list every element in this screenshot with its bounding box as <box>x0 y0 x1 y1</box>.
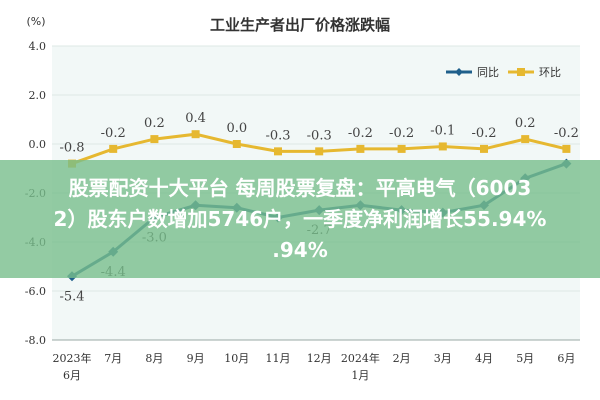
x-tick-label: 7月 <box>104 352 122 365</box>
x-tick-label: 10月 <box>224 352 249 365</box>
data-label: -5.4 <box>59 289 84 304</box>
y-tick-label: -8.0 <box>25 334 46 347</box>
data-point <box>397 144 406 153</box>
data-point <box>315 147 324 156</box>
data-label: -0.2 <box>389 126 414 141</box>
data-point <box>480 144 488 153</box>
data-label: -0.2 <box>348 126 373 141</box>
legend-label: 同比 <box>477 66 499 79</box>
data-point <box>150 135 159 144</box>
x-tick-label: 2月 <box>393 352 411 365</box>
data-label: 0.4 <box>185 111 206 126</box>
data-point <box>109 144 118 153</box>
data-label: -0.2 <box>471 126 496 141</box>
data-label: 0.0 <box>226 121 247 136</box>
legend-marker <box>455 68 463 76</box>
data-label: -0.2 <box>554 126 579 141</box>
data-point <box>438 142 447 151</box>
data-label: -0.2 <box>101 126 126 141</box>
data-point <box>232 140 241 148</box>
data-labels: -5.4-4.4-3.0-2.7-0.8-0.20.20.40.0-0.3-0.… <box>59 111 578 304</box>
x-tick-label: 11月 <box>266 352 291 365</box>
legend-label: 环比 <box>539 66 561 79</box>
x-tick-label: 4月 <box>475 352 493 365</box>
x-axis-ticks: 2023年 6月 7月 8月 9月 10月 11月 12月 2024年 1月 2月 3月 4月 5月 6月 <box>53 351 576 382</box>
data-label: -0.3 <box>307 128 332 143</box>
news-headline-overlay[interactable]: 股票配资十大平台 每周股票复盘：平高电气（6003 2）股东户数增加5746户，… <box>0 160 600 278</box>
y-tick-label: -6.0 <box>25 285 46 298</box>
x-tick-label: 8月 <box>145 352 163 365</box>
chart-title: 工业生产者出厂价格涨跌幅 <box>210 16 390 34</box>
y-tick-label: 0.0 <box>29 138 47 151</box>
overlay-line-1: 股票配资十大平台 每周股票复盘：平高电气（6003 <box>68 175 532 200</box>
y-tick-label: 4.0 <box>29 40 47 53</box>
data-point <box>274 147 282 156</box>
data-label: -0.8 <box>59 141 84 156</box>
data-point <box>562 144 571 153</box>
data-point <box>521 135 530 144</box>
x-tick-label: 2023年 6月 <box>53 351 92 382</box>
x-tick-label: 3月 <box>434 352 452 365</box>
y-axis-unit: (%) <box>26 15 45 28</box>
data-label: 0.2 <box>144 116 165 131</box>
x-tick-label: 6月 <box>557 352 575 365</box>
x-tick-label: 5月 <box>516 352 534 365</box>
data-point <box>191 130 200 139</box>
x-tick-label: 9月 <box>187 352 205 365</box>
legend: 同比 环比 <box>446 66 561 79</box>
data-label: 0.2 <box>515 116 536 131</box>
x-tick-label: 2024年 1月 <box>341 351 380 382</box>
overlay-line-2: 2）股东户数增加5746户，一季度净利润增长55.94% <box>53 206 547 231</box>
legend-marker <box>517 68 525 76</box>
x-tick-label: 12月 <box>307 352 332 365</box>
data-label: -0.1 <box>430 123 455 138</box>
overlay-line-3: .94% <box>272 237 328 262</box>
y-tick-label: 2.0 <box>29 89 47 102</box>
data-label: -0.3 <box>265 128 290 143</box>
data-point <box>356 144 365 153</box>
